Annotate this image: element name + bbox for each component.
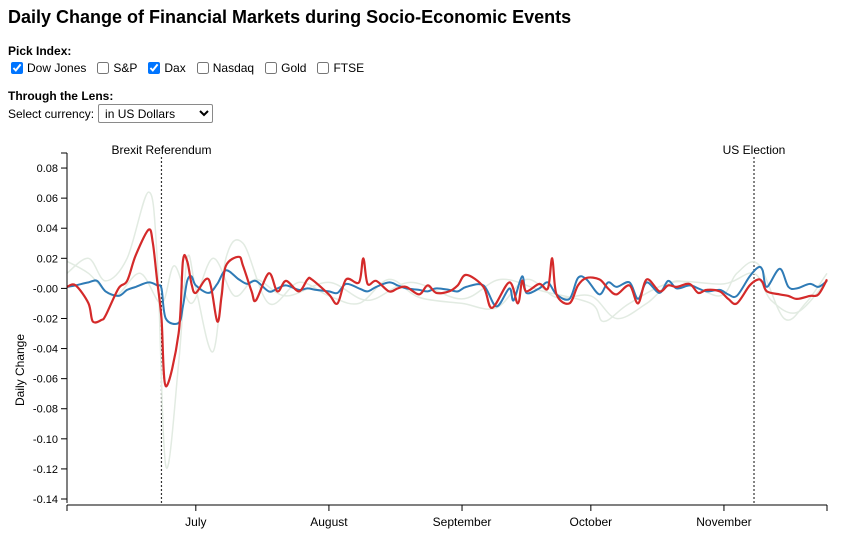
event-markers: Brexit Referendum US Election	[111, 143, 785, 503]
checkbox-sp-input[interactable]	[97, 62, 110, 74]
axes: 0.08 0.06 0.04 0.02 -0.00 -0.02 -0.04 -0.06 -0.0…	[33, 152, 828, 529]
currency-select[interactable]: in US Dollars	[98, 104, 214, 123]
checkbox-gold-input[interactable]	[265, 62, 278, 74]
y-tick-label: -0.10	[33, 434, 58, 446]
index-checkbox-group: Dow Jones S&P Dax Nasdaq Gold FTSE	[8, 61, 372, 75]
event-label-0: Brexit Referendum	[111, 143, 211, 157]
x-tick-label: August	[310, 515, 348, 529]
checkbox-nasdaq-input[interactable]	[196, 62, 209, 74]
y-tick-label: -0.00	[33, 283, 58, 295]
checkbox-dax[interactable]: Dax	[145, 61, 186, 75]
y-axis-label: Daily Change	[13, 334, 27, 406]
checkbox-ftse-label: FTSE	[333, 61, 365, 75]
y-tick-label: 0.08	[37, 163, 58, 175]
checkbox-dax-input[interactable]	[148, 62, 161, 74]
y-tick-label: -0.06	[33, 374, 58, 386]
checkbox-dow-jones-label: Dow Jones	[27, 61, 87, 75]
checkbox-sp-label: S&P	[113, 61, 138, 75]
checkbox-nasdaq-label: Nasdaq	[212, 61, 255, 75]
y-tick-label: 0.04	[37, 223, 58, 235]
currency-row: Select currency: in US Dollars	[8, 104, 214, 123]
lens-label: Through the Lens:	[8, 89, 114, 103]
checkbox-ftse[interactable]: FTSE	[314, 61, 364, 75]
currency-label: Select currency:	[8, 106, 95, 121]
checkbox-dow-jones[interactable]: Dow Jones	[8, 61, 86, 75]
y-tick-label: 0.02	[37, 253, 58, 265]
daily-change-chart: Brexit Referendum US Election 0.080.060.0…	[13, 143, 828, 529]
x-tick-label: July	[185, 515, 206, 529]
x-tick-label: October	[569, 515, 612, 529]
y-tick-label: -0.04	[33, 344, 58, 356]
checkbox-ftse-input[interactable]	[317, 62, 330, 74]
event-label-1: US Election	[723, 143, 786, 157]
series-line-s-p	[66, 191, 828, 469]
y-tick-label: -0.14	[33, 494, 58, 506]
checkbox-gold-label: Gold	[281, 61, 307, 75]
y-tick-label: -0.12	[33, 464, 58, 476]
y-tick-label: 0.06	[37, 193, 58, 205]
checkbox-gold[interactable]: Gold	[262, 61, 306, 75]
y-tick-label: -0.02	[33, 313, 58, 325]
series-line-dax	[66, 228, 828, 388]
x-tick-label: November	[696, 515, 751, 529]
checkbox-dow-jones-input[interactable]	[11, 62, 23, 74]
checkbox-nasdaq[interactable]: Nasdaq	[194, 61, 254, 75]
checkbox-sp[interactable]: S&P	[94, 61, 137, 75]
checkbox-dax-label: Dax	[164, 61, 186, 75]
page-title: Daily Change of Financial Markets during…	[8, 7, 572, 27]
x-tick-label: September	[433, 515, 492, 529]
series-lines	[66, 191, 828, 469]
y-tick-label: -0.08	[33, 404, 58, 416]
pick-index-label: Pick Index:	[8, 44, 72, 58]
